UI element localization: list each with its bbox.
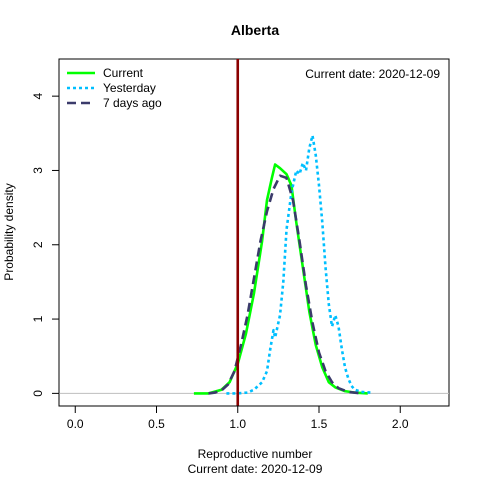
y-axis: 0 1 2 3 4 [31, 92, 60, 397]
x-tick-label: 2.0 [392, 417, 409, 431]
series-line-yesterday [226, 134, 372, 395]
series-line-current [193, 163, 368, 395]
plot-frame [58, 58, 450, 407]
legend-label-yesterday: Yesterday [103, 81, 156, 95]
chart-title: Alberta [231, 22, 279, 38]
y-tick-label: 0 [31, 390, 45, 397]
series-layer [193, 134, 372, 395]
y-tick-label: 1 [31, 315, 45, 322]
x-axis-subtitle: Current date: 2020-12-09 [188, 462, 323, 476]
y-tick-label: 3 [31, 167, 45, 174]
x-axis-title: Reproductive number [198, 447, 313, 461]
current-date-annotation: Current date: 2020-12-09 [305, 67, 440, 81]
x-tick-label: 0.0 [67, 417, 84, 431]
y-tick-label: 4 [31, 92, 45, 99]
x-tick-label: 0.5 [148, 417, 165, 431]
legend-label-7-days-ago: 7 days ago [103, 96, 162, 110]
x-tick-label: 1.5 [311, 417, 328, 431]
x-axis: 0.0 0.5 1.0 1.5 2.0 [67, 405, 409, 431]
legend: Current Yesterday 7 days ago [67, 66, 162, 110]
y-axis-title: Probability density [2, 183, 16, 280]
y-tick-label: 2 [31, 241, 45, 248]
legend-label-current: Current [103, 66, 144, 80]
series-line-7-days-ago [208, 174, 362, 395]
x-tick-label: 1.0 [229, 417, 246, 431]
